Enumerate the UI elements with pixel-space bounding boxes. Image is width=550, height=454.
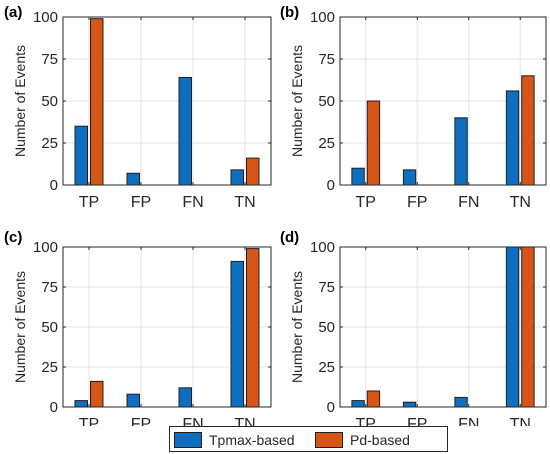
x-tick-label: TN [234, 416, 255, 426]
y-axis-label: Number of Events [289, 271, 305, 383]
x-tick-label: TP [356, 194, 376, 211]
bar-pd-based-tn [246, 157, 260, 186]
bar-pd-based-tp [366, 390, 381, 408]
bar-tpmax-based-tp [351, 167, 365, 186]
x-tick-label: TN [510, 194, 531, 211]
y-tick-label: 0 [327, 177, 335, 194]
y-tick-label: 100 [310, 9, 335, 26]
bar-tpmax-based-fp [126, 393, 140, 408]
bar-pd-based-tp [90, 380, 104, 408]
y-tick-label: 0 [50, 399, 58, 416]
y-tick-label: 50 [41, 93, 58, 110]
x-tick-label: TN [510, 416, 531, 426]
y-axis-label: Number of Events [289, 45, 305, 157]
figure: 0 25 50 75 100 TP FP FN TN Number of Events (a) 0 25… [4, 4, 547, 426]
legend-swatch-series1 [174, 431, 202, 448]
bar-tpmax-based-tn [230, 260, 245, 408]
x-tick-label: FN [182, 194, 203, 211]
legend: Tpmax-based Pd-based [169, 426, 448, 452]
x-tick-label: TP [356, 416, 376, 426]
bar-tpmax-based-tp [74, 400, 88, 408]
bar-tpmax-based-tn [505, 90, 520, 186]
bar-tpmax-based-tp [351, 400, 365, 408]
x-tick-label: FN [458, 194, 479, 211]
y-tick-label: 50 [318, 93, 335, 110]
y-tick-label: 75 [41, 279, 58, 296]
y-tick-label: 100 [310, 239, 335, 256]
panel-label: (b) [280, 4, 299, 21]
x-tick-label: TP [79, 194, 99, 211]
legend-item-series2: Pd-based [315, 431, 410, 448]
bar-tpmax-based-fp [402, 169, 417, 186]
y-tick-label: 50 [318, 319, 335, 336]
x-tick-label: FP [131, 416, 151, 426]
y-tick-label: 0 [50, 177, 58, 194]
y-tick-label: 100 [33, 9, 58, 26]
y-tick-label: 50 [41, 319, 58, 336]
bar-tpmax-based-fn [178, 76, 193, 186]
x-tick-label: TN [234, 194, 255, 211]
bar-tpmax-based-tn [505, 246, 520, 408]
legend-item-series1: Tpmax-based [174, 431, 295, 448]
y-tick-label: 75 [318, 51, 335, 68]
y-axis-label: Number of Events [12, 271, 28, 383]
panel-label: (a) [4, 4, 22, 21]
y-tick-label: 25 [41, 135, 58, 152]
y-axis-label: Number of Events [12, 45, 28, 157]
bar-tpmax-based-fp [402, 401, 417, 408]
y-tick-label: 75 [318, 279, 335, 296]
bar-pd-based-tp [366, 100, 381, 186]
x-tick-label: TP [79, 416, 99, 426]
y-tick-label: 75 [41, 51, 58, 68]
x-tick-label: FP [407, 416, 427, 426]
x-tick-label: FN [182, 416, 203, 426]
bar-tpmax-based-tp [74, 125, 88, 186]
panel-label: (d) [280, 229, 299, 246]
bar-pd-based-tn [246, 248, 260, 408]
y-tick-label: 0 [327, 399, 335, 416]
bar-pd-based-tn [521, 75, 535, 186]
y-tick-label: 100 [33, 239, 58, 256]
x-tick-label: FN [458, 416, 479, 426]
bar-pd-based-tp [90, 18, 104, 186]
y-tick-label: 25 [41, 359, 58, 376]
bar-tpmax-based-fp [126, 172, 140, 186]
x-tick-label: FP [407, 194, 427, 211]
bar-pd-based-tn [521, 246, 535, 408]
legend-label-series1: Tpmax-based [209, 431, 295, 448]
bar-tpmax-based-fn [454, 117, 468, 186]
y-tick-label: 25 [318, 359, 335, 376]
legend-label-series2: Pd-based [350, 431, 410, 448]
x-tick-label: FP [131, 194, 151, 211]
bar-tpmax-based-tn [230, 169, 245, 186]
legend-swatch-series2 [315, 431, 343, 448]
panel-label: (c) [4, 229, 22, 246]
y-tick-label: 25 [318, 135, 335, 152]
bar-tpmax-based-fn [178, 387, 193, 408]
bar-tpmax-based-fn [454, 396, 468, 408]
